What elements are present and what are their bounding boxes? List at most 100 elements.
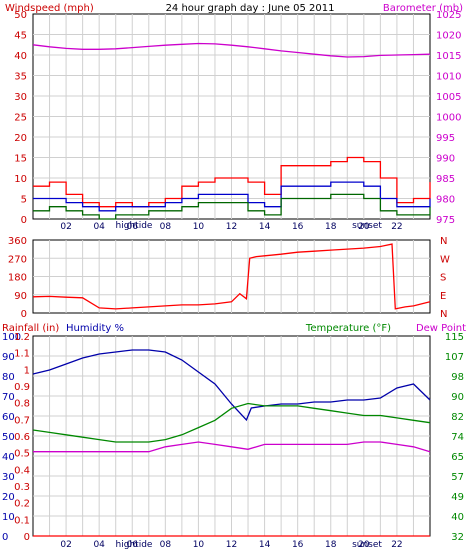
windspeed-tick-label: 15 xyxy=(14,154,27,165)
time-tick-label: 22 xyxy=(391,222,402,232)
humidity-line xyxy=(32,349,431,422)
windspeed-tick-label: 25 xyxy=(14,113,27,124)
time-tick-label: 22 xyxy=(391,540,402,550)
climate-time-tick-labels: 02 04 06 08 10 12 14 16 18 20 22 xyxy=(60,540,402,550)
humidity-tick-label: 80 xyxy=(2,372,15,383)
direction-degree-labels: 0 90 180 270 360 xyxy=(8,236,27,320)
humidity-tick-label: 70 xyxy=(2,392,15,403)
time-tick-label: 06 xyxy=(127,222,139,232)
barometer-tick-label: 995 xyxy=(436,133,455,144)
barometer-tick-label: 1015 xyxy=(436,51,461,62)
temperature-tick-label: 32 xyxy=(451,532,464,543)
windspeed-tick-label: 20 xyxy=(14,133,27,144)
dewpoint-axis-label: Dew Point xyxy=(416,323,466,334)
time-tick-label: 14 xyxy=(259,222,271,232)
barometer-tick-label: 975 xyxy=(436,215,455,226)
rainfall-tick-label: 0.9 xyxy=(14,382,30,393)
windspeed-tick-label: 0 xyxy=(21,215,27,226)
temperature-tick-labels: 32 40 49 57 65 74 82 90 98 107 115 xyxy=(445,332,464,543)
time-tick-label: 06 xyxy=(127,540,139,550)
direction-degree-label: 360 xyxy=(8,236,27,247)
time-tick-label: 16 xyxy=(292,540,304,550)
temperature-f-line xyxy=(32,402,431,443)
rainfall-tick-label: 0.2 xyxy=(14,499,30,510)
temperature-tick-label: 107 xyxy=(445,352,464,363)
direction-degree-label: 0 xyxy=(21,309,27,320)
time-tick-label: 10 xyxy=(193,540,205,550)
rainfall-tick-label: 1 xyxy=(24,365,30,376)
rainfall-tick-labels: 0 0.1 0.2 0.3 0.4 0.5 0.6 0.7 0.8 0.9 1 1.1 1.2 xyxy=(14,332,30,543)
time-tick-label: 20 xyxy=(358,540,370,550)
barometer-mb-line xyxy=(32,42,431,58)
wind-grid xyxy=(33,14,430,219)
time-tick-label: 04 xyxy=(93,540,105,550)
temperature-tick-label: 40 xyxy=(451,512,464,523)
wind-lull-mph-line xyxy=(33,193,431,220)
humidity-tick-label: 20 xyxy=(2,492,15,503)
windspeed-axis-label: Windspeed (mph) xyxy=(5,3,94,14)
temperature-tick-label: 115 xyxy=(445,332,464,343)
climate-grid xyxy=(33,336,430,536)
direction-degree-label: 270 xyxy=(8,254,27,265)
temperature-tick-label: 49 xyxy=(451,492,464,503)
temperature-tick-label: 65 xyxy=(451,452,464,463)
time-tick-label: 18 xyxy=(325,540,337,550)
wind-series xyxy=(32,42,431,220)
time-tick-label: 10 xyxy=(193,222,205,232)
humidity-tick-label: 10 xyxy=(2,512,15,523)
direction-series xyxy=(32,243,431,310)
temperature-tick-label: 90 xyxy=(451,392,464,403)
temperature-tick-label: 57 xyxy=(451,472,464,483)
time-tick-label: 04 xyxy=(93,222,105,232)
rainfall-tick-label: 0.4 xyxy=(14,465,30,476)
barometer-tick-label: 980 xyxy=(436,195,455,206)
humidity-tick-labels: 0 10 20 30 40 50 60 70 80 90 100 xyxy=(2,332,21,543)
rainfall-tick-label: 0.5 xyxy=(14,449,30,460)
humidity-tick-label: 90 xyxy=(2,352,15,363)
time-tick-label: 14 xyxy=(259,540,271,550)
barometer-tick-label: 1020 xyxy=(436,31,461,42)
compass-direction-label: N xyxy=(440,309,447,320)
humidity-tick-label: 60 xyxy=(2,412,15,423)
barometer-axis-label: Barometer (mb) xyxy=(383,3,463,14)
time-tick-label: 18 xyxy=(325,222,337,232)
barometer-tick-label: 1025 xyxy=(436,10,461,21)
time-tick-label: 08 xyxy=(160,540,172,550)
rainfall-tick-label: 0.7 xyxy=(14,415,30,426)
rainfall-tick-label: 1.2 xyxy=(14,332,30,343)
humidity-tick-label: 40 xyxy=(2,452,15,463)
wind-direction-line xyxy=(32,243,431,310)
barometer-tick-label: 985 xyxy=(436,174,455,185)
temperature-tick-label: 82 xyxy=(451,412,464,423)
rainfall-tick-label: 0 xyxy=(24,532,30,543)
direction-degree-label: 90 xyxy=(14,291,27,302)
time-tick-label: 02 xyxy=(60,222,71,232)
compass-direction-label: W xyxy=(440,254,450,265)
rainfall-tick-label: 1.1 xyxy=(14,349,30,360)
time-tick-label: 16 xyxy=(292,222,304,232)
rainfall-tick-label: 0.3 xyxy=(14,482,30,493)
rainfall-tick-label: 0.6 xyxy=(14,432,30,443)
time-tick-label: 20 xyxy=(358,222,370,232)
direction-degree-label: 180 xyxy=(8,273,27,284)
temperature-axis-label: Temperature (°F) xyxy=(305,323,391,334)
sunset-marker: sunset xyxy=(352,540,382,550)
wind-time-tick-labels: 02 04 06 08 10 12 14 16 18 20 22 xyxy=(60,222,402,232)
time-tick-label: 12 xyxy=(226,540,237,550)
hightide-marker: hightide xyxy=(116,540,153,550)
temperature-tick-label: 74 xyxy=(451,432,464,443)
chart-title: 24 hour graph day : June 05 2011 xyxy=(166,3,335,14)
windspeed-tick-labels: 0 5 10 15 20 25 30 35 40 45 50 xyxy=(14,10,27,226)
barometer-tick-label: 990 xyxy=(436,154,455,165)
humidity-tick-label: 100 xyxy=(2,332,21,343)
windspeed-tick-label: 30 xyxy=(14,92,27,103)
hightide-marker: hightide xyxy=(116,221,153,231)
time-tick-label: 08 xyxy=(160,222,172,232)
time-tick-label: 12 xyxy=(226,222,237,232)
compass-direction-label: E xyxy=(440,291,446,302)
windspeed-tick-label: 50 xyxy=(14,10,27,21)
sunset-marker: sunset xyxy=(352,221,382,231)
